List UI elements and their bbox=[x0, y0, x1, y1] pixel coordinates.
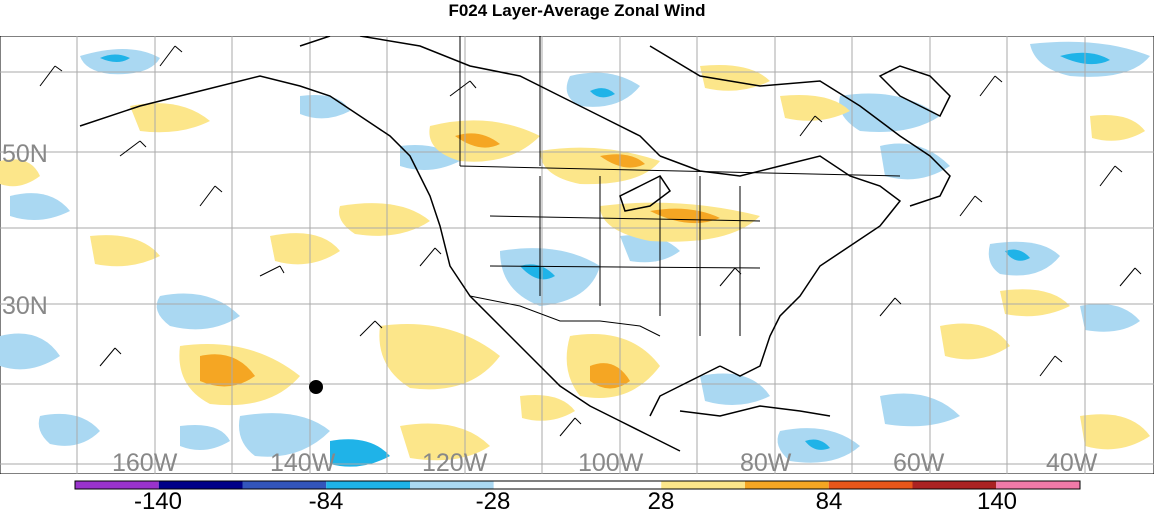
lon-label-60w: 60W bbox=[893, 449, 945, 474]
wind-barbs bbox=[39, 45, 1142, 437]
coastlines bbox=[79, 36, 951, 452]
lon-label-160w: 160W bbox=[112, 449, 178, 474]
legend-swatch bbox=[242, 481, 327, 489]
legend-swatch bbox=[996, 481, 1080, 489]
lon-label-80w: 80W bbox=[740, 449, 792, 474]
legend-swatch bbox=[828, 481, 913, 489]
political-borders bbox=[459, 36, 901, 337]
legend-swatch bbox=[577, 481, 662, 489]
legend-tick-label: 28 bbox=[648, 488, 675, 511]
legend-swatch bbox=[326, 481, 410, 489]
legend-swatch bbox=[158, 481, 243, 489]
color-legend: -140 -84 -28 28 84 140 bbox=[74, 480, 1081, 511]
lat-label-30n: 30N bbox=[2, 292, 48, 320]
map-title: F024 Layer-Average Zonal Wind bbox=[448, 1, 706, 20]
legend-tick-label: -28 bbox=[476, 488, 511, 511]
color-legend-swatches bbox=[75, 481, 1080, 489]
legend-tick-label: 84 bbox=[816, 488, 843, 511]
lon-label-100w: 100W bbox=[578, 449, 644, 474]
lon-label-40w: 40W bbox=[1046, 449, 1098, 474]
lat-label-50n: 50N bbox=[2, 140, 48, 168]
legend-swatch bbox=[493, 481, 578, 489]
station-marker bbox=[309, 380, 323, 394]
legend-swatch bbox=[912, 481, 997, 489]
lon-label-140w: 140W bbox=[270, 449, 336, 474]
wind-map: 50N 30N 160W 140W 120W 100W 80W 60W 40W bbox=[0, 36, 1154, 474]
legend-tick-label: -84 bbox=[309, 488, 344, 511]
legend-tick-label: -140 bbox=[134, 488, 182, 511]
legend-swatch bbox=[661, 481, 745, 489]
legend-tick-label: 140 bbox=[977, 488, 1017, 511]
legend-swatch bbox=[410, 481, 494, 489]
lon-label-120w: 120W bbox=[422, 449, 488, 474]
legend-swatch bbox=[75, 481, 159, 489]
lat-lon-grid bbox=[0, 36, 1154, 474]
legend-swatch bbox=[745, 481, 829, 489]
